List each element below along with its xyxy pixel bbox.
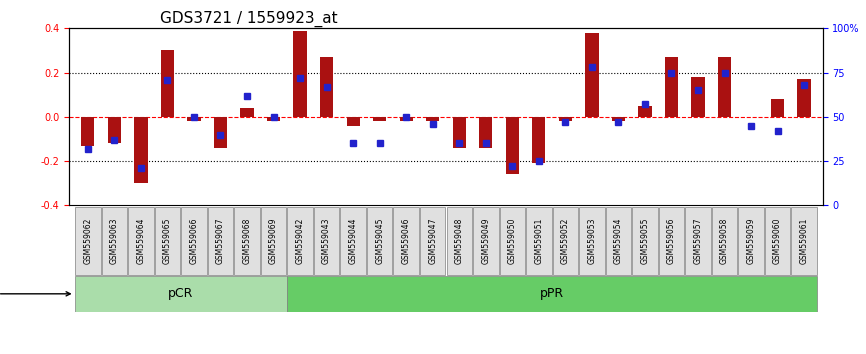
- FancyBboxPatch shape: [632, 207, 657, 275]
- Bar: [718, 57, 731, 117]
- Bar: [479, 117, 493, 148]
- FancyBboxPatch shape: [605, 207, 631, 275]
- FancyBboxPatch shape: [447, 207, 472, 275]
- FancyBboxPatch shape: [74, 276, 287, 312]
- Bar: [81, 117, 94, 145]
- FancyBboxPatch shape: [685, 207, 711, 275]
- FancyBboxPatch shape: [553, 207, 578, 275]
- Text: GSM559044: GSM559044: [349, 217, 358, 264]
- FancyBboxPatch shape: [579, 207, 604, 275]
- FancyBboxPatch shape: [739, 207, 764, 275]
- Text: GSM559049: GSM559049: [481, 217, 490, 264]
- Text: GSM559058: GSM559058: [720, 217, 729, 264]
- Bar: [320, 57, 333, 117]
- Text: GDS3721 / 1559923_at: GDS3721 / 1559923_at: [159, 11, 338, 27]
- Bar: [611, 117, 625, 121]
- Bar: [346, 117, 359, 126]
- FancyBboxPatch shape: [155, 207, 180, 275]
- FancyBboxPatch shape: [235, 207, 260, 275]
- FancyBboxPatch shape: [393, 207, 419, 275]
- Text: GSM559052: GSM559052: [561, 217, 570, 264]
- Text: GSM559042: GSM559042: [295, 217, 305, 264]
- Bar: [267, 117, 281, 121]
- FancyBboxPatch shape: [313, 207, 339, 275]
- Text: pPR: pPR: [540, 287, 564, 300]
- Text: GSM559062: GSM559062: [83, 217, 93, 264]
- Bar: [638, 106, 651, 117]
- Bar: [373, 117, 386, 121]
- Text: GSM559048: GSM559048: [455, 217, 464, 264]
- Text: GSM559057: GSM559057: [694, 217, 702, 264]
- Text: GSM559066: GSM559066: [190, 217, 198, 264]
- Text: GSM559054: GSM559054: [614, 217, 623, 264]
- FancyBboxPatch shape: [340, 207, 365, 275]
- Text: GSM559047: GSM559047: [428, 217, 437, 264]
- FancyBboxPatch shape: [128, 207, 153, 275]
- Bar: [533, 117, 546, 163]
- Bar: [506, 117, 519, 175]
- Bar: [241, 108, 254, 117]
- FancyBboxPatch shape: [527, 207, 552, 275]
- Bar: [559, 117, 572, 121]
- FancyBboxPatch shape: [659, 207, 684, 275]
- Bar: [426, 117, 439, 121]
- FancyBboxPatch shape: [712, 207, 737, 275]
- Text: pCR: pCR: [168, 287, 193, 300]
- FancyBboxPatch shape: [792, 207, 817, 275]
- Text: GSM559061: GSM559061: [799, 217, 809, 264]
- FancyBboxPatch shape: [208, 207, 233, 275]
- Text: GSM559067: GSM559067: [216, 217, 225, 264]
- Text: GSM559060: GSM559060: [773, 217, 782, 264]
- Bar: [214, 117, 227, 148]
- Text: GSM559055: GSM559055: [641, 217, 650, 264]
- FancyBboxPatch shape: [101, 207, 127, 275]
- FancyBboxPatch shape: [367, 207, 392, 275]
- Text: GSM559065: GSM559065: [163, 217, 172, 264]
- FancyBboxPatch shape: [765, 207, 791, 275]
- Text: GSM559051: GSM559051: [534, 217, 543, 264]
- Text: GSM559068: GSM559068: [242, 217, 251, 264]
- Bar: [771, 99, 785, 117]
- Bar: [665, 57, 678, 117]
- FancyBboxPatch shape: [288, 207, 313, 275]
- Text: GSM559056: GSM559056: [667, 217, 676, 264]
- Text: GSM559045: GSM559045: [375, 217, 385, 264]
- Text: GSM559059: GSM559059: [746, 217, 755, 264]
- Bar: [453, 117, 466, 148]
- Bar: [585, 33, 598, 117]
- FancyBboxPatch shape: [473, 207, 499, 275]
- Bar: [399, 117, 413, 121]
- FancyBboxPatch shape: [181, 207, 207, 275]
- FancyBboxPatch shape: [500, 207, 525, 275]
- FancyBboxPatch shape: [75, 207, 100, 275]
- FancyBboxPatch shape: [261, 207, 287, 275]
- Text: GSM559053: GSM559053: [587, 217, 597, 264]
- Text: disease state: disease state: [0, 289, 70, 299]
- Bar: [691, 77, 705, 117]
- Bar: [161, 50, 174, 117]
- Text: GSM559050: GSM559050: [507, 217, 517, 264]
- FancyBboxPatch shape: [287, 276, 818, 312]
- Bar: [294, 30, 307, 117]
- Bar: [134, 117, 147, 183]
- Text: GSM559046: GSM559046: [402, 217, 410, 264]
- Bar: [798, 79, 811, 117]
- Bar: [187, 117, 201, 121]
- Text: GSM559043: GSM559043: [322, 217, 331, 264]
- Text: GSM559064: GSM559064: [137, 217, 145, 264]
- Text: GSM559063: GSM559063: [110, 217, 119, 264]
- Text: GSM559069: GSM559069: [269, 217, 278, 264]
- FancyBboxPatch shape: [420, 207, 445, 275]
- Bar: [107, 117, 121, 143]
